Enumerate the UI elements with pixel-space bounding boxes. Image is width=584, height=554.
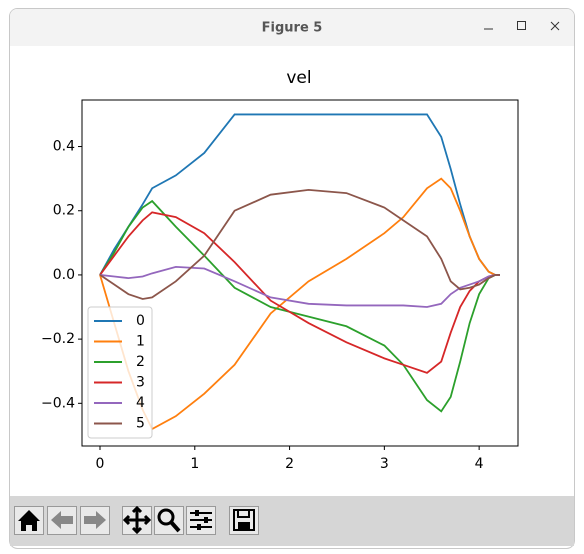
maximize-button[interactable]: [517, 21, 526, 30]
configure-button[interactable]: [186, 506, 216, 535]
window-title: Figure 5: [262, 21, 323, 36]
pan-button[interactable]: [122, 505, 152, 535]
x-tick-label: 0: [96, 456, 105, 472]
series-line: [99, 265, 500, 308]
series-line: [99, 199, 500, 413]
y-tick-label: −0.2: [41, 331, 75, 347]
toolbar-buttons: [14, 505, 259, 535]
back-button[interactable]: [47, 506, 77, 535]
legend-label: 0: [136, 313, 145, 329]
y-tick-label: 0.2: [53, 203, 75, 219]
x-tick-label: 4: [475, 456, 484, 472]
zoom-button[interactable]: [154, 506, 184, 535]
y-tick-label: 0.4: [53, 139, 75, 155]
legend-label: 5: [136, 416, 145, 432]
legend-box: [87, 306, 153, 439]
y-tick-label: 0.0: [53, 267, 75, 283]
x-tick-label: 3: [380, 456, 389, 472]
x-tick-label: 2: [285, 456, 294, 472]
legend-label: 2: [136, 354, 145, 370]
x-tick-label: 1: [190, 456, 199, 472]
close-button[interactable]: [550, 21, 560, 31]
legend-label: 1: [136, 334, 145, 350]
home-button[interactable]: [14, 506, 44, 535]
save-button[interactable]: [229, 506, 259, 535]
chart-title: vel: [286, 68, 311, 88]
legend-label: 4: [136, 395, 145, 411]
plot: 0 1 2 3 4 −0.4 −0.2 0.0 0.2 0.4 0 1 2 3 4 5: [41, 99, 519, 472]
title-bar: [10, 9, 574, 46]
forward-button[interactable]: [80, 506, 110, 535]
axes-frame: [81, 99, 519, 447]
y-tick-label: −0.4: [41, 395, 75, 411]
series-line: [99, 188, 500, 300]
legend-label: 3: [136, 375, 145, 391]
